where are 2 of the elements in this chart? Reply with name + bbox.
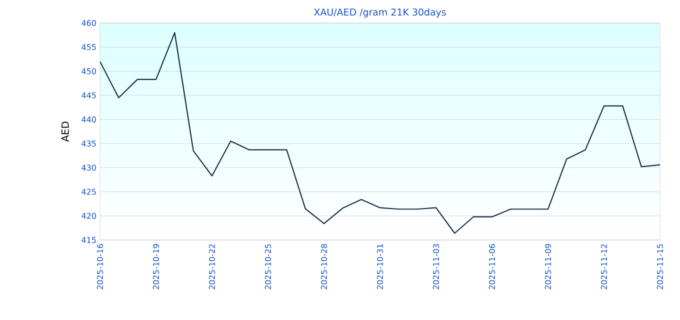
y-axis-title: AED — [62, 122, 69, 142]
chart-title: XAU/AED /gram 21K 30days — [314, 8, 446, 18]
